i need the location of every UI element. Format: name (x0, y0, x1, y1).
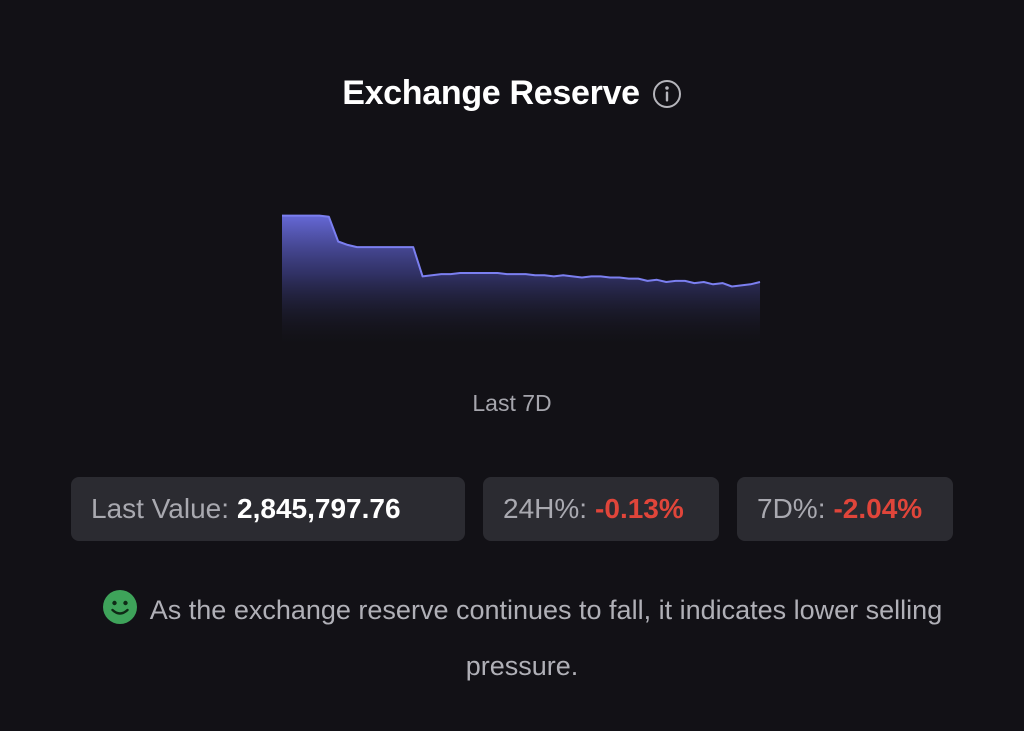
change-7d-value: -2.04% (833, 493, 923, 524)
change-24h-stat: 24H%: -0.13% (483, 477, 719, 541)
chart-series-line (282, 214, 761, 288)
info-circle-icon[interactable] (652, 79, 682, 109)
change-7d-stat: 7D%: -2.04% (737, 477, 953, 541)
change-24h-label: 24H%: (503, 493, 588, 524)
last-value: 2,845,797.76 (237, 493, 401, 524)
title-row: Exchange Reserve (0, 74, 1024, 113)
smile-face-icon (102, 588, 138, 624)
insight-message: As the exchange reserve continues to fal… (62, 582, 982, 694)
stats-row: Last Value: 2,845,797.76 24H%: -0.13% 7D… (0, 477, 1024, 541)
reserve-chart (270, 195, 770, 355)
change-7d-label: 7D%: (757, 493, 826, 524)
insight-text: As the exchange reserve continues to fal… (149, 595, 943, 681)
chart-area-fill (282, 215, 760, 345)
change-24h-value: -0.13% (595, 493, 684, 524)
page-title: Exchange Reserve (342, 74, 640, 112)
period-label: Last 7D (472, 390, 552, 416)
last-value-label: Last Value: (91, 493, 230, 524)
last-value-stat: Last Value: 2,845,797.76 (71, 477, 465, 541)
